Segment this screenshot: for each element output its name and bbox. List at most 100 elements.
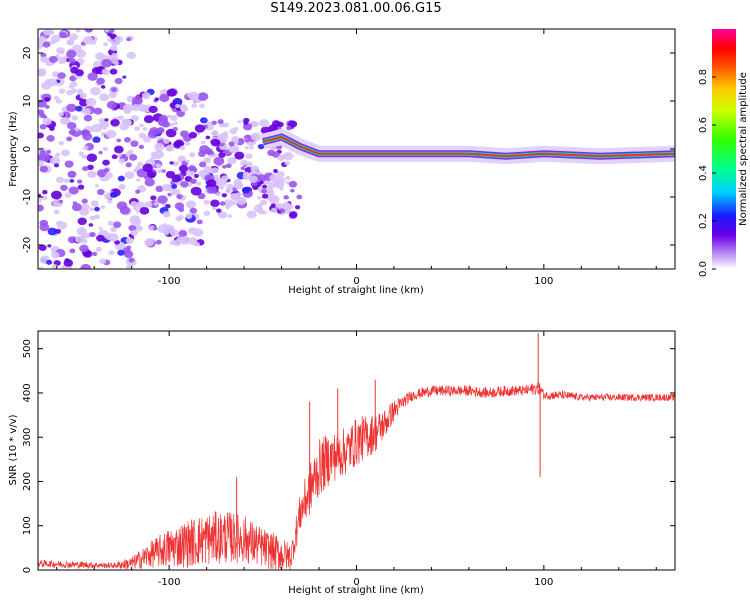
spectrogram-blob bbox=[74, 127, 80, 132]
spectrogram-blob bbox=[38, 266, 44, 269]
spectrogram-blob bbox=[165, 128, 177, 138]
spectrogram-blob bbox=[135, 201, 145, 210]
spectrogram-blob bbox=[77, 184, 85, 190]
spectrogram-blob bbox=[131, 104, 141, 112]
colorbar-gradient bbox=[712, 29, 736, 269]
y-tick-label: 500 bbox=[22, 339, 33, 358]
spectrogram-blob bbox=[250, 132, 262, 142]
spectrogram-blob bbox=[288, 211, 298, 219]
spectrogram-blob bbox=[163, 224, 175, 234]
spectrogram-blob bbox=[283, 195, 289, 200]
spectrogram-blob bbox=[155, 239, 162, 245]
spectrogram-blob bbox=[204, 123, 214, 131]
spectrogram-blob bbox=[102, 146, 109, 152]
spectrogram-blob bbox=[44, 104, 50, 109]
spectrogram-blob bbox=[134, 225, 143, 232]
spectrogram-blob bbox=[91, 251, 98, 257]
spectrogram-blob bbox=[74, 236, 84, 243]
spectrogram-blob bbox=[99, 258, 107, 264]
spectrogram-blob bbox=[149, 127, 160, 136]
spectrogram-blob bbox=[110, 226, 117, 233]
spectrogram-blob bbox=[39, 124, 47, 130]
spectrogram-blob bbox=[135, 165, 141, 170]
spectrogram-blob bbox=[94, 206, 100, 212]
spectrogram-blob bbox=[279, 208, 286, 213]
spectrogram-blob bbox=[81, 198, 88, 204]
spectrogram-blob bbox=[228, 141, 235, 147]
spectrogram-blob bbox=[50, 190, 62, 200]
spectrogram-blob bbox=[242, 171, 250, 178]
colorbar: 0.0 0.2 0.4 0.6 0.8 Normalized spectral ampl… bbox=[698, 29, 749, 277]
spectrogram-blob bbox=[186, 169, 195, 177]
spectrogram-blob bbox=[76, 179, 83, 184]
spectrogram-blob bbox=[107, 38, 113, 43]
spectrogram-blob bbox=[44, 97, 51, 102]
spectrogram-blob bbox=[185, 200, 196, 209]
spectrogram-blob bbox=[179, 145, 186, 151]
spectrogram-blob bbox=[139, 206, 150, 215]
spectrogram-blob bbox=[178, 230, 188, 238]
spectrogram-blob bbox=[155, 163, 162, 168]
spectrogram-blob bbox=[53, 209, 60, 215]
spectrogram-blob bbox=[111, 52, 118, 59]
spectrogram-blob bbox=[195, 181, 202, 186]
spectrogram-blob bbox=[49, 126, 55, 131]
spectrogram-blob bbox=[225, 188, 232, 194]
spectrogram-blob bbox=[71, 203, 82, 212]
y-tick-label: 200 bbox=[22, 472, 33, 491]
spectrogram-blob bbox=[89, 231, 96, 238]
spectrogram-blob bbox=[103, 42, 108, 47]
spectrogram-blob bbox=[245, 153, 253, 159]
spectrogram-blob bbox=[87, 170, 97, 179]
spectrogram-blob bbox=[203, 210, 211, 216]
spectrogram-blob bbox=[66, 39, 73, 46]
spectrogram-blob bbox=[82, 166, 89, 172]
spectrogram-blob bbox=[157, 117, 169, 127]
spectrogram-blob bbox=[38, 193, 42, 198]
spectrogram-blob bbox=[232, 201, 237, 205]
colorbar-tick-label: 0.0 bbox=[698, 261, 709, 277]
spectrogram-blob bbox=[118, 115, 124, 120]
spectrogram-blob bbox=[155, 185, 164, 193]
spectrogram-blob bbox=[222, 164, 227, 169]
spectrogram-blob bbox=[105, 129, 117, 139]
spectrogram-blob bbox=[227, 214, 233, 218]
spectrogram-blob bbox=[222, 131, 229, 136]
spectrogram-blob bbox=[189, 178, 197, 184]
spectrogram-blob bbox=[46, 259, 53, 265]
spectrogram-blob bbox=[109, 191, 118, 198]
spectrogram-blob bbox=[55, 220, 63, 227]
spectrogram-blob bbox=[38, 160, 44, 167]
spectrogram-blob bbox=[38, 132, 44, 139]
spectrogram-blob bbox=[126, 37, 131, 42]
spectrogram-blob bbox=[58, 140, 64, 146]
spectrogram-blob bbox=[91, 67, 102, 75]
spectrogram-blob bbox=[77, 217, 87, 226]
spectrogram-blob bbox=[114, 35, 123, 43]
spectrogram-blob bbox=[94, 214, 100, 220]
spectrogram-blob bbox=[130, 115, 139, 122]
spectrogram-blob bbox=[211, 130, 219, 137]
spectrogram-blob bbox=[93, 107, 103, 115]
spectrogram-blob bbox=[196, 219, 203, 225]
spectrogram-blob bbox=[199, 103, 205, 109]
spectrogram-blob bbox=[47, 244, 52, 248]
spectrogram-blob bbox=[38, 35, 47, 43]
spectrogram-blob bbox=[188, 131, 197, 139]
spectrogram-blob bbox=[148, 105, 158, 114]
spectrogram-blob bbox=[233, 127, 239, 131]
spectrogram-blob bbox=[58, 199, 64, 204]
figure-title: S149.2023.081.00.06.G15 bbox=[270, 1, 442, 16]
spectrogram-blob bbox=[71, 115, 79, 121]
spectrogram-blob bbox=[66, 136, 72, 142]
colorbar-ticks: 0.0 0.2 0.4 0.6 0.8 bbox=[698, 69, 716, 277]
spectrogram-blob bbox=[83, 114, 93, 122]
spectrogram-blob bbox=[290, 188, 295, 193]
colorbar-tick-label: 0.2 bbox=[698, 213, 709, 229]
snr-frame bbox=[37, 330, 676, 571]
spectrogram-blob bbox=[99, 93, 110, 102]
spectrogram-blob bbox=[105, 172, 113, 179]
spectrogram-blob bbox=[89, 207, 94, 212]
spectrogram-blob bbox=[95, 246, 102, 252]
spectrogram-blob bbox=[143, 136, 152, 143]
